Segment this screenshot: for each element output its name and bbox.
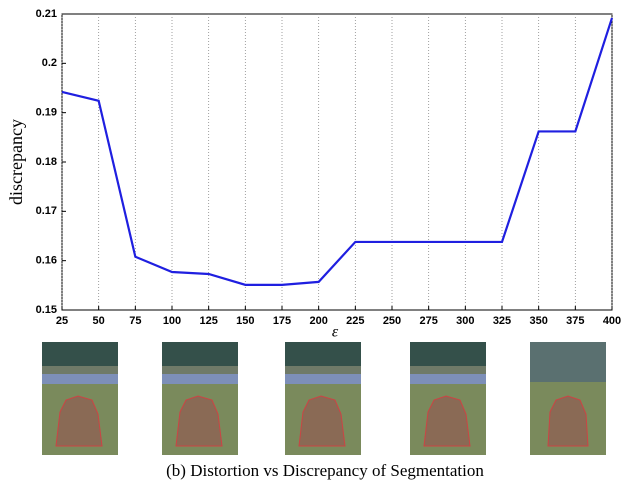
x-tick-label: 175	[273, 315, 291, 327]
x-tick-label: 100	[163, 315, 181, 327]
x-tick-label: 125	[199, 315, 217, 327]
x-tick-label: 350	[529, 315, 547, 327]
y-tick-label: 0.18	[36, 156, 57, 168]
x-tick-label: 225	[346, 315, 364, 327]
y-tick-label: 0.2	[42, 57, 57, 69]
x-tick-label: 400	[603, 315, 621, 327]
x-tick-label: 275	[419, 315, 437, 327]
x-tick-label: 325	[493, 315, 511, 327]
data-line	[61, 17, 614, 286]
y-tick-label: 0.21	[36, 8, 57, 20]
caption: (b) Distortion vs Discrepancy of Segment…	[166, 461, 484, 480]
x-tick-label: 300	[456, 315, 474, 327]
x-tick-label: 150	[236, 315, 254, 327]
y-tick-label: 0.19	[36, 107, 57, 119]
x-tick-label: 375	[566, 315, 584, 327]
x-tick-label: 250	[383, 315, 401, 327]
y-tick-label: 0.16	[36, 255, 57, 267]
x-tick-label: 50	[93, 315, 105, 327]
y-tick-label: 0.17	[36, 205, 57, 217]
y-tick-label: 0.15	[36, 304, 57, 316]
x-tick-label: 75	[129, 315, 141, 327]
segmentation-thumbnails	[41, 341, 607, 456]
y-axis-label: discrepancy	[6, 119, 26, 205]
x-tick-label: 25	[56, 315, 68, 327]
x-tick-label: 200	[309, 315, 327, 327]
x-axis-label: ε	[332, 324, 339, 341]
